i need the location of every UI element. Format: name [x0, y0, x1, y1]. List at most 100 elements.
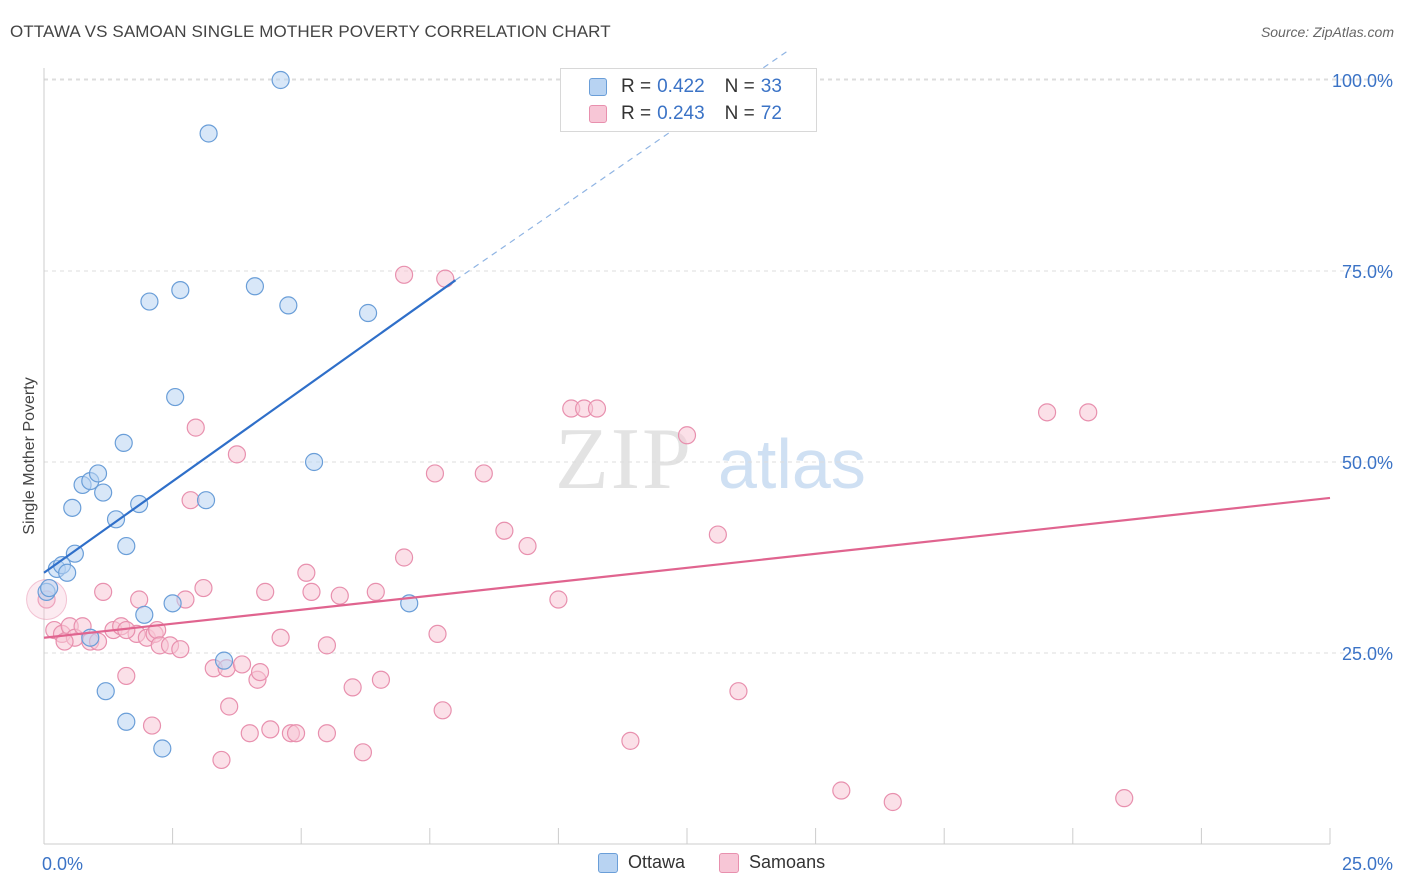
samoans-point — [317, 636, 337, 655]
ottawa-point — [196, 491, 216, 510]
samoans-point — [883, 792, 902, 812]
trend-lines — [43, 48, 1331, 639]
samoans-point — [297, 563, 316, 582]
ottawa-point — [94, 483, 113, 502]
samoans-point — [677, 426, 697, 445]
samoans-point — [194, 578, 213, 598]
source-label: Source: ZipAtlas.com — [1260, 24, 1394, 40]
samoans-point — [394, 265, 414, 284]
samoans-point — [587, 399, 607, 418]
ottawa-point — [245, 277, 265, 296]
samoans-point — [142, 716, 162, 735]
ottawa-series — [37, 70, 419, 758]
samoans-point — [343, 678, 362, 697]
samoans-point — [240, 724, 259, 743]
samoans-r-label: R = — [621, 103, 652, 124]
y-axis-label: Single Mother Poverty — [21, 377, 38, 534]
ottawa-point — [117, 536, 136, 556]
samoans-point — [394, 548, 414, 567]
samoans-point — [317, 724, 337, 743]
samoans-point — [832, 781, 851, 800]
samoans-point — [302, 582, 321, 601]
axis-labels: 25.0% 50.0% 75.0% 100.0% 0.0% 25.0% — [42, 71, 1393, 874]
y-tick-label: 100.0% — [1332, 71, 1393, 91]
samoans-swatch — [589, 105, 607, 123]
samoans-point — [271, 628, 290, 647]
legend-label-samoans: Samoans — [749, 852, 826, 872]
samoans-trend-line — [43, 496, 1331, 639]
samoans-point — [495, 521, 514, 540]
samoans-point — [261, 720, 280, 739]
ottawa-point — [96, 682, 115, 701]
watermark-zip: ZIP — [555, 411, 693, 508]
samoans-r-value: 0.243 — [657, 103, 705, 124]
ottawa-n-value: 33 — [760, 76, 782, 97]
chart-title: OTTAWA VS SAMOAN SINGLE MOTHER POVERTY C… — [10, 22, 611, 41]
samoans-point — [330, 586, 349, 605]
ottawa-point — [279, 296, 298, 315]
legend-row-samoans: R = 0.243 N = 72 — [589, 103, 782, 125]
stats-legend: R = 0.422 N = 33 R = 0.243 N = 72 — [560, 68, 817, 132]
legend-item-ottawa: Ottawa — [598, 852, 685, 873]
ottawa-point — [140, 292, 159, 311]
samoans-point — [366, 582, 385, 601]
samoans-point — [549, 590, 568, 609]
ottawa-point — [166, 387, 185, 407]
x-tick-label-min: 0.0% — [42, 854, 83, 874]
samoans-point — [1037, 403, 1057, 422]
samoans-point — [1115, 789, 1134, 808]
samoans-point — [250, 662, 270, 682]
legend-swatch-samoans — [719, 852, 740, 873]
samoans-n-label: N = — [724, 103, 755, 124]
samoans-point — [186, 418, 205, 437]
samoans-point — [117, 666, 136, 686]
watermark-atlas: atlas — [718, 425, 866, 503]
ottawa-point — [88, 464, 108, 483]
samoans-point — [428, 624, 447, 644]
samoans-point — [433, 701, 452, 720]
legend-label-ottawa: Ottawa — [628, 852, 686, 872]
axes — [43, 68, 1331, 845]
samoans-point — [425, 464, 445, 483]
ottawa-point — [58, 563, 77, 582]
ottawa-point — [304, 452, 324, 472]
samoans-point — [227, 445, 246, 464]
ottawa-r-value: 0.422 — [657, 76, 705, 97]
samoans-point — [55, 632, 74, 651]
samoans-point — [171, 640, 190, 659]
legend-row-ottawa: R = 0.422 N = 33 — [589, 76, 782, 98]
ottawa-point — [153, 739, 172, 758]
samoans-point — [621, 731, 640, 750]
samoans-point — [518, 536, 537, 556]
y-tick-label: 25.0% — [1342, 644, 1393, 664]
samoans-point — [708, 525, 727, 544]
ottawa-point — [65, 544, 84, 563]
ottawa-point — [199, 124, 218, 143]
samoans-point — [130, 590, 149, 609]
ottawa-point — [117, 712, 136, 731]
grid-lines — [44, 78, 1392, 654]
ottawa-point — [163, 594, 182, 613]
ottawa-swatch — [589, 78, 607, 96]
samoans-point — [371, 670, 391, 689]
samoans-point — [729, 682, 748, 701]
y-tick-label: 50.0% — [1342, 453, 1393, 473]
samoans-point — [1079, 403, 1098, 422]
ottawa-point — [271, 70, 290, 90]
samoans-point — [232, 655, 252, 674]
legend-item-samoans: Samoans — [719, 852, 825, 873]
ottawa-point — [358, 303, 378, 323]
ottawa-trend-line — [43, 279, 457, 574]
ottawa-point — [63, 498, 82, 517]
samoans-point — [94, 582, 113, 601]
samoans-point — [181, 491, 200, 510]
ottawa-point — [214, 651, 234, 670]
ottawa-trend-extension — [455, 48, 791, 281]
y-tick-label: 75.0% — [1342, 262, 1393, 282]
samoans-point — [220, 697, 239, 716]
samoans-point — [474, 464, 493, 483]
ottawa-point — [40, 578, 59, 598]
ottawa-point — [114, 433, 133, 452]
legend-swatch-ottawa — [598, 852, 618, 873]
